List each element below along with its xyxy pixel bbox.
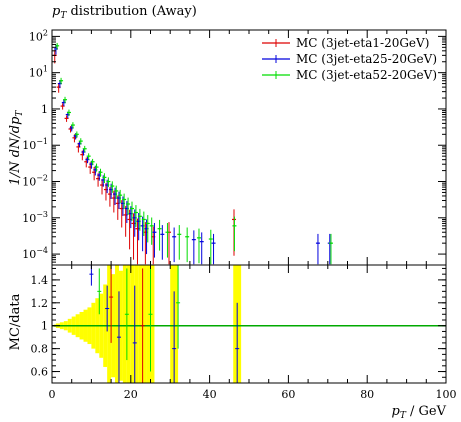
chart-title: pT distribution (Away) bbox=[52, 4, 197, 21]
series-2 bbox=[53, 44, 332, 265]
ratio-uncertainty-band bbox=[115, 265, 119, 383]
x-tick-label: 20 bbox=[124, 388, 138, 401]
main-plot-panel: 10−4 10−3 10−2 10−1 1 101 102 bbox=[22, 28, 447, 266]
x-tick-label: 0 bbox=[49, 388, 56, 401]
ratio-uncertainty-band bbox=[142, 265, 147, 383]
ratio-y-tick-label: 1 bbox=[41, 320, 48, 333]
ratio-uncertainty-band bbox=[134, 265, 139, 383]
ratio-uncertainty-band bbox=[122, 265, 127, 383]
y-tick-label: 10−3 bbox=[22, 210, 48, 225]
x-tick-label: 60 bbox=[281, 388, 295, 401]
legend: MC (3jet-eta1-20GeV) MC (3jet-eta25-20GeV… bbox=[262, 36, 437, 82]
ratio-uncertainty-band bbox=[146, 265, 151, 383]
legend-label: MC (3jet-eta52-20GeV) bbox=[296, 68, 437, 82]
y-tick-label: 102 bbox=[29, 28, 48, 43]
ratio-y-tick-label: 0.8 bbox=[31, 343, 49, 356]
legend-label: MC (3jet-eta25-20GeV) bbox=[296, 52, 437, 66]
ratio-y-tick-label: 1.2 bbox=[31, 297, 49, 310]
y-tick-label: 10−1 bbox=[22, 137, 48, 152]
ratio-uncertainty-band bbox=[138, 265, 143, 383]
x-tick-label: 100 bbox=[436, 388, 457, 401]
y-tick-label: 1 bbox=[41, 103, 48, 116]
ratio-y-tick-label: 1.4 bbox=[31, 274, 49, 287]
ratio-y-tick-label: 0.6 bbox=[31, 366, 49, 379]
x-axis-label: pT / GeV bbox=[392, 404, 447, 421]
ratio-uncertainty-band bbox=[130, 265, 135, 383]
y-tick-label: 10−4 bbox=[22, 246, 48, 261]
x-tick-label: 80 bbox=[360, 388, 374, 401]
legend-label: MC (3jet-eta1-20GeV) bbox=[296, 36, 429, 50]
ratio-uncertainty-band bbox=[107, 265, 112, 383]
ratio-plot-panel: 0.6 0.8 1 1.2 1.4 0 20 40 60 80 100 bbox=[31, 30, 457, 401]
series-1 bbox=[52, 50, 237, 265]
y-tick-label: 10−2 bbox=[22, 174, 48, 189]
y-axis-label: 1/N dN/dpT bbox=[8, 110, 25, 186]
y-tick-label: 101 bbox=[29, 65, 48, 80]
x-tick-label: 40 bbox=[203, 388, 217, 401]
ratio-y-axis-label: MC/data bbox=[8, 293, 23, 350]
ratio-uncertainty-band bbox=[126, 265, 131, 383]
ratio-uncertainty-band bbox=[150, 265, 155, 383]
series-3 bbox=[55, 42, 333, 265]
